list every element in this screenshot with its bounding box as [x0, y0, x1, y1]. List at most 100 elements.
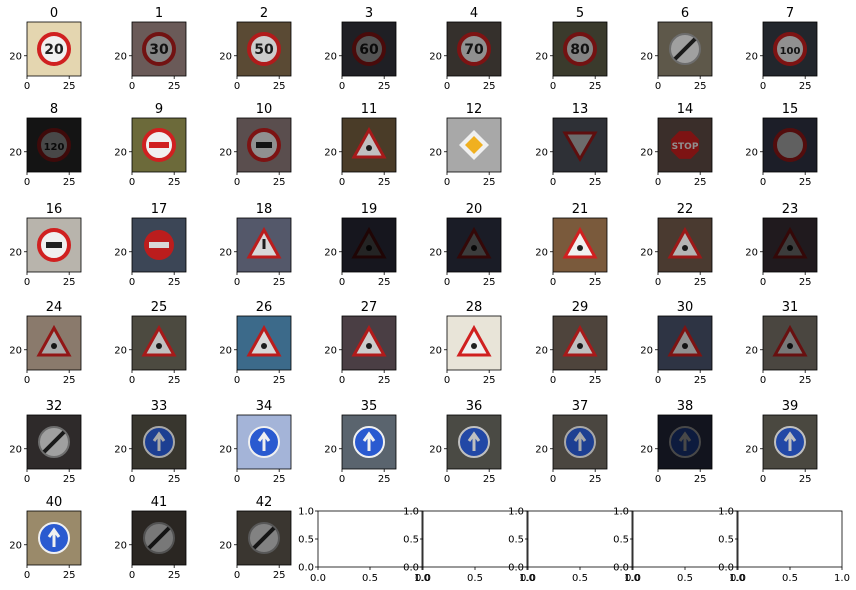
y-tick-label: 20	[535, 147, 548, 158]
sign-shape	[456, 226, 492, 259]
x-tick-label: 25	[483, 177, 496, 188]
subplot-19: 19 0 25 20	[324, 202, 397, 288]
subplot-15: 15 0 25 20	[745, 102, 818, 188]
axes-frame	[341, 217, 397, 273]
y-tick-label: 0.0	[403, 563, 419, 574]
subplot-title: 15	[782, 102, 799, 117]
axes-frame	[317, 510, 423, 568]
axes-frame	[26, 510, 82, 566]
sign-glyph	[42, 430, 66, 454]
sign-glyph	[673, 37, 697, 61]
x-tick-label: 25	[694, 474, 707, 485]
axes-frame	[552, 21, 608, 77]
x-tick-label: 0	[129, 570, 135, 581]
y-tick-label: 20	[640, 247, 653, 258]
y-tick-label: 20	[219, 147, 232, 158]
subplot-title: 4	[470, 6, 478, 21]
subplot-30: 30 0 25 20	[640, 300, 713, 386]
x-tick-label: 0.5	[362, 573, 378, 584]
sign-glyph	[573, 431, 587, 451]
y-tick-label: 20	[114, 444, 127, 455]
subplot-title: 1	[155, 6, 163, 21]
axes-frame	[236, 414, 292, 470]
x-tick-label: 25	[589, 81, 602, 92]
sign-glyph	[152, 431, 166, 451]
axes-frame	[131, 21, 187, 77]
subplot-title: 42	[256, 495, 273, 510]
y-tick-label: 20	[9, 247, 22, 258]
sign-glyph	[156, 343, 162, 349]
sign-glyph	[787, 245, 793, 251]
x-tick-label: 25	[694, 375, 707, 386]
sign-glyph	[149, 242, 169, 248]
x-tick-label: 0.5	[572, 573, 588, 584]
subplot-title: 41	[151, 495, 168, 510]
axes-frame	[236, 21, 292, 77]
subplot-28: 28 0 25 20	[429, 300, 502, 386]
subplot-title: 19	[361, 202, 378, 217]
subplot-title: 31	[782, 300, 799, 315]
subplot-title: 18	[256, 202, 273, 217]
x-tick-label: 25	[63, 375, 76, 386]
x-tick-label: 0	[444, 277, 450, 288]
y-tick-label: 0.0	[508, 563, 524, 574]
sign-shape	[563, 32, 597, 66]
subplot-0: 0 20 0 25 20	[9, 6, 82, 92]
sign-shape	[142, 32, 176, 66]
x-tick-label: 0	[444, 375, 450, 386]
x-tick-label: 1.0	[414, 573, 430, 584]
sign-glyph	[471, 343, 477, 349]
y-tick-label: 20	[324, 247, 337, 258]
x-tick-label: 25	[483, 277, 496, 288]
sign-shape	[562, 226, 598, 259]
sign-shape	[37, 128, 71, 162]
sign-glyph	[149, 142, 169, 148]
sign-glyph: 80	[570, 42, 590, 58]
x-tick-label: 0	[760, 375, 766, 386]
axes-frame	[341, 414, 397, 470]
y-tick-label: 0.5	[403, 535, 419, 546]
axes-frame	[657, 315, 713, 371]
sign-shape	[141, 324, 177, 357]
subplot-35: 35 0 25 20	[324, 399, 397, 485]
sign-glyph	[256, 142, 272, 148]
x-tick-label: 25	[589, 474, 602, 485]
x-tick-label: 0	[24, 277, 30, 288]
y-tick-label: 20	[429, 147, 442, 158]
sign-glyph	[678, 431, 692, 451]
subplot-8: 8 120 0 25 20	[9, 102, 82, 188]
sign-shape	[667, 324, 703, 357]
sign-shape	[772, 324, 808, 357]
subplot-13: 13 0 25 20	[535, 102, 608, 188]
subplot-2: 2 50 0 25 20	[219, 6, 292, 92]
axes-frame	[762, 315, 818, 371]
sign-glyph	[362, 431, 376, 451]
axes-frame	[446, 117, 502, 173]
empty-axes-2: 0.00.00.50.51.01.0	[403, 507, 535, 585]
y-tick-label: 20	[114, 247, 127, 258]
x-tick-label: 0	[234, 277, 240, 288]
sign-glyph: STOP	[672, 142, 699, 152]
sign-shape	[773, 128, 807, 162]
subplot-24: 24 0 25 20	[9, 300, 82, 386]
subplot-title: 27	[361, 300, 378, 315]
sign-glyph	[261, 343, 267, 349]
axes-frame	[762, 21, 818, 77]
subplot-36: 36 0 25 20	[429, 399, 502, 485]
x-tick-label: 0	[760, 81, 766, 92]
subplot-title: 2	[260, 6, 268, 21]
y-tick-label: 20	[745, 51, 758, 62]
y-tick-label: 1.0	[403, 507, 419, 518]
x-tick-label: 0	[444, 474, 450, 485]
x-tick-label: 25	[694, 177, 707, 188]
subplot-1: 1 30 0 25 20	[114, 6, 187, 92]
x-tick-label: 0.0	[415, 573, 431, 584]
x-tick-label: 0	[760, 277, 766, 288]
y-tick-label: 20	[640, 147, 653, 158]
subplot-22: 22 0 25 20	[640, 202, 713, 288]
x-tick-label: 0	[234, 474, 240, 485]
subplot-10: 10 0 25 20	[219, 102, 292, 188]
sign-shape	[457, 32, 491, 66]
x-tick-label: 0	[444, 81, 450, 92]
x-tick-label: 25	[63, 277, 76, 288]
